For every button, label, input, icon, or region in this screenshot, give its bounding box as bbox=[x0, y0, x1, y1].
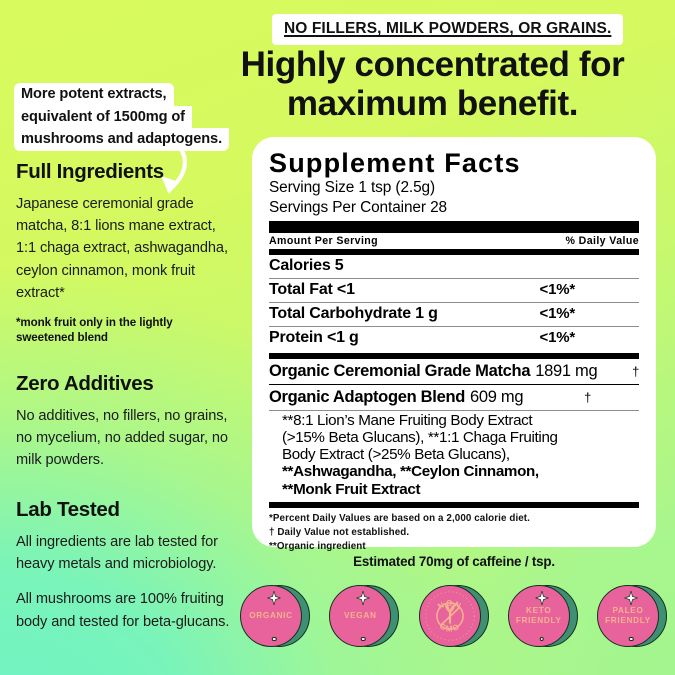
matcha-name: Organic Ceremonial Grade Matcha bbox=[269, 361, 531, 380]
sparkle-icon bbox=[535, 591, 549, 605]
row-rule bbox=[269, 277, 639, 279]
headline-line-1: Highly concentrated for bbox=[240, 45, 625, 84]
non-gmo-icon: NON GMO bbox=[424, 591, 475, 641]
badge-face: VEGAN bbox=[329, 585, 392, 647]
badge-face: KETO FRIENDLY bbox=[507, 585, 570, 647]
badge-organic: ORGANIC bbox=[240, 582, 310, 650]
table-row: Calories 5 bbox=[269, 255, 639, 278]
badge-face: ORGANIC bbox=[240, 585, 302, 647]
badge-label: PALEO bbox=[612, 606, 644, 616]
divider-med-3 bbox=[269, 501, 639, 508]
divider-thin-1 bbox=[269, 383, 639, 386]
badge-label-bottom: GMO bbox=[438, 621, 460, 633]
lab-tested-body: All ingredients are lab tested for heavy… bbox=[16, 534, 218, 573]
badge-face: PALEO FRIENDLY bbox=[597, 585, 659, 647]
badge-paleo-friendly: PALEO FRIENDLY bbox=[597, 582, 667, 650]
table-row: Total Carbohydrate 1 g <1%* bbox=[269, 303, 639, 326]
monk-fruit-note: *monk fruit only in the lightly sweetene… bbox=[16, 315, 173, 345]
badge-face: NON GMO bbox=[418, 585, 481, 647]
badge-dot-icon bbox=[271, 636, 277, 641]
supplement-facts-title: Supplement Facts bbox=[269, 148, 521, 178]
row-rule bbox=[269, 301, 639, 303]
badge-vegan: VEGAN bbox=[329, 582, 400, 650]
serving-size: Serving Size 1 tsp (2.5g) bbox=[269, 179, 436, 197]
blend-dagger: † bbox=[584, 390, 591, 406]
servings-per-container: Servings Per Container 28 bbox=[269, 198, 448, 216]
badge-dot-icon bbox=[628, 636, 634, 641]
blend-name: Organic Adaptogen Blend bbox=[269, 388, 465, 407]
blend-ingredient-list: **8:1 Lion’s Mane Fruiting Body Extract … bbox=[269, 411, 639, 501]
table-row: Protein <1 g <1%* bbox=[269, 327, 639, 350]
footnote-3: **Organic ingredient bbox=[269, 540, 366, 552]
row-rule bbox=[269, 325, 639, 327]
full-ingredients-heading: Full Ingredients bbox=[16, 160, 164, 183]
page-headline: Highly concentrated for maximum benefit. bbox=[205, 45, 660, 123]
supplement-facts-card: Supplement Facts Serving Size 1 tsp (2.5… bbox=[252, 137, 656, 552]
full-ingredients-body: Japanese ceremonial grade matcha, 8:1 li… bbox=[16, 196, 228, 301]
badge-label: KETO bbox=[526, 606, 552, 616]
sparkle-icon bbox=[267, 591, 281, 605]
matcha-dagger: † bbox=[632, 363, 639, 379]
footnote-2: † Daily Value not established. bbox=[269, 526, 410, 538]
paragraph-spacer bbox=[16, 575, 231, 588]
blend-line-1: **8:1 Lion’s Mane Fruiting Body Extract bbox=[282, 412, 533, 430]
callout-line-1: More potent extracts, bbox=[14, 83, 174, 106]
headline-line-2: maximum benefit. bbox=[286, 84, 579, 124]
matcha-row: Organic Ceremonial Grade Matcha 1891 mg … bbox=[269, 359, 639, 384]
sparkle-icon bbox=[624, 591, 638, 605]
svg-text:GMO: GMO bbox=[438, 621, 462, 633]
amount-per-serving-label: Amount Per Serving bbox=[269, 234, 379, 247]
footnotes: *Percent Daily Values are based on a 2,0… bbox=[269, 508, 639, 555]
no-fillers-banner-text: NO FILLERS, MILK POWDERS, OR GRAINS. bbox=[284, 20, 612, 37]
divider-med-2 bbox=[269, 352, 639, 359]
svg-text:NON: NON bbox=[436, 599, 463, 611]
badge-dot-icon bbox=[539, 636, 544, 641]
potency-callout: More potent extracts, equivalent of 1500… bbox=[14, 83, 244, 151]
row-rule bbox=[269, 410, 639, 412]
divider-med-1 bbox=[269, 248, 639, 255]
matcha-amount: 1891 mg bbox=[535, 361, 598, 380]
blend-row: Organic Adaptogen Blend 609 mg † bbox=[269, 385, 639, 410]
badge-dot-icon bbox=[361, 636, 366, 641]
footnote-1: *Percent Daily Values are based on a 2,0… bbox=[269, 512, 530, 524]
section-full-ingredients: Full Ingredients Japanese ceremonial gra… bbox=[16, 160, 231, 346]
zero-additives-heading: Zero Additives bbox=[16, 372, 154, 395]
certification-badges: ORGANIC VEGAN bbox=[240, 582, 667, 650]
nutrient-name: Protein <1 g bbox=[269, 329, 359, 347]
blend-line-2: (>15% Beta Glucans), **1:1 Chaga Fruitin… bbox=[282, 429, 558, 447]
blend-line-3: Body Extract (>25% Beta Glucans), bbox=[282, 446, 510, 464]
callout-line-2: equivalent of 1500mg of bbox=[14, 105, 192, 129]
nutrient-dv: <1%* bbox=[539, 329, 576, 347]
blend-amount: 609 mg bbox=[470, 388, 524, 407]
zero-additives-body: No additives, no fillers, no grains, no … bbox=[16, 408, 228, 469]
nutrient-dv: <1%* bbox=[539, 305, 576, 323]
lab-tested-heading: Lab Tested bbox=[16, 498, 120, 521]
caffeine-note: Estimated 70mg of caffeine / tsp. bbox=[353, 554, 555, 569]
blend-line-4: **Ashwagandha, **Ceylon Cinnamon, bbox=[282, 463, 539, 481]
badge-non-gmo: NON GMO bbox=[418, 582, 489, 650]
nutrient-dv: <1%* bbox=[539, 281, 576, 299]
section-lab-tested: Lab Tested All ingredients are lab teste… bbox=[16, 498, 231, 633]
nutrient-name: Total Carbohydrate 1 g bbox=[269, 305, 438, 323]
sparkle-icon bbox=[356, 591, 370, 605]
daily-value-label: % Daily Value bbox=[565, 234, 639, 247]
badge-label-2: FRIENDLY bbox=[515, 616, 562, 625]
table-column-headers: Amount Per Serving % Daily Value bbox=[269, 233, 639, 249]
no-fillers-banner: NO FILLERS, MILK POWDERS, OR GRAINS. bbox=[272, 14, 624, 45]
badge-label: ORGANIC bbox=[249, 611, 293, 621]
section-zero-additives: Zero Additives No additives, no fillers,… bbox=[16, 372, 231, 472]
badge-label-2: FRIENDLY bbox=[605, 616, 651, 625]
badge-label-top: NON bbox=[436, 599, 462, 611]
nutrient-name: Total Fat <1 bbox=[269, 281, 355, 299]
table-row: Total Fat <1 <1%* bbox=[269, 279, 639, 302]
divider-thick-top bbox=[269, 220, 639, 233]
badge-keto-friendly: KETO FRIENDLY bbox=[507, 582, 578, 650]
curved-arrow-icon bbox=[143, 140, 195, 207]
callout-line-3: mushrooms and adaptogens. bbox=[14, 128, 230, 151]
badge-label: VEGAN bbox=[343, 611, 377, 621]
nutrient-name: Calories 5 bbox=[269, 257, 344, 275]
blend-line-5: **Monk Fruit Extract bbox=[282, 480, 421, 498]
fruiting-body-claim: All mushrooms are 100% fruiting body and… bbox=[16, 591, 230, 630]
